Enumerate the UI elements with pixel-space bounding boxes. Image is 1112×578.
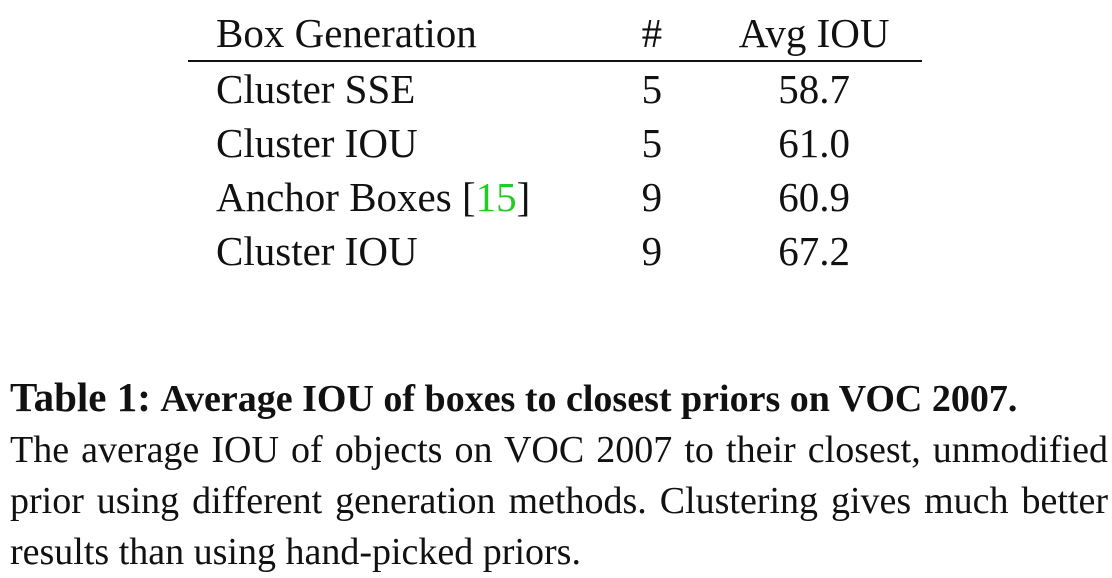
row-count: 5 <box>641 120 663 166</box>
table-row: Cluster IOU 5 61.0 <box>188 116 922 170</box>
results-table: Box Generation # Avg IOU Cluster SSE 5 5… <box>188 6 922 278</box>
header-avg-iou: Avg IOU <box>738 10 890 56</box>
row-avg-iou: 58.7 <box>778 66 850 112</box>
table-row: Anchor Boxes [15] 9 60.9 <box>188 170 922 224</box>
caption-label: Table 1: <box>10 374 151 420</box>
row-count: 9 <box>641 228 663 274</box>
row-method: Cluster SSE <box>188 61 597 116</box>
table-body: Cluster SSE 5 58.7 Cluster IOU 5 61.0 An… <box>188 61 922 278</box>
header-box-generation: Box Generation <box>216 10 477 56</box>
caption-title: Average IOU of boxes to closest priors o… <box>160 378 1018 420</box>
method-name: Cluster IOU <box>216 120 418 166</box>
table-row: Cluster IOU 9 67.2 <box>188 224 922 278</box>
citation-link-15[interactable]: 15 <box>475 174 517 220</box>
row-method: Anchor Boxes [15] <box>216 174 531 220</box>
header-count: # <box>641 10 663 56</box>
caption-body: The average IOU of objects on VOC 2007 t… <box>10 429 1108 573</box>
row-method: Cluster IOU <box>188 116 597 170</box>
row-avg-iou: 67.2 <box>778 228 850 274</box>
table-header: Box Generation # Avg IOU <box>188 6 922 61</box>
table-caption: Table 1: Average IOU of boxes to closest… <box>10 372 1108 578</box>
row-avg-iou: 60.9 <box>778 174 850 220</box>
method-name: Anchor Boxes <box>216 174 452 220</box>
row-avg-iou: 61.0 <box>778 120 850 166</box>
row-count: 9 <box>641 174 663 220</box>
table-header-row: Box Generation # Avg IOU <box>188 6 922 61</box>
results-table-container: Box Generation # Avg IOU Cluster SSE 5 5… <box>188 6 922 278</box>
table-row: Cluster SSE 5 58.7 <box>188 61 922 116</box>
row-method: Cluster IOU <box>188 224 597 278</box>
method-name: Cluster SSE <box>216 66 416 112</box>
method-name: Cluster IOU <box>216 228 418 274</box>
caption-title-line: Table 1: Average IOU of boxes to closest… <box>10 372 1108 425</box>
row-count: 5 <box>641 66 663 112</box>
